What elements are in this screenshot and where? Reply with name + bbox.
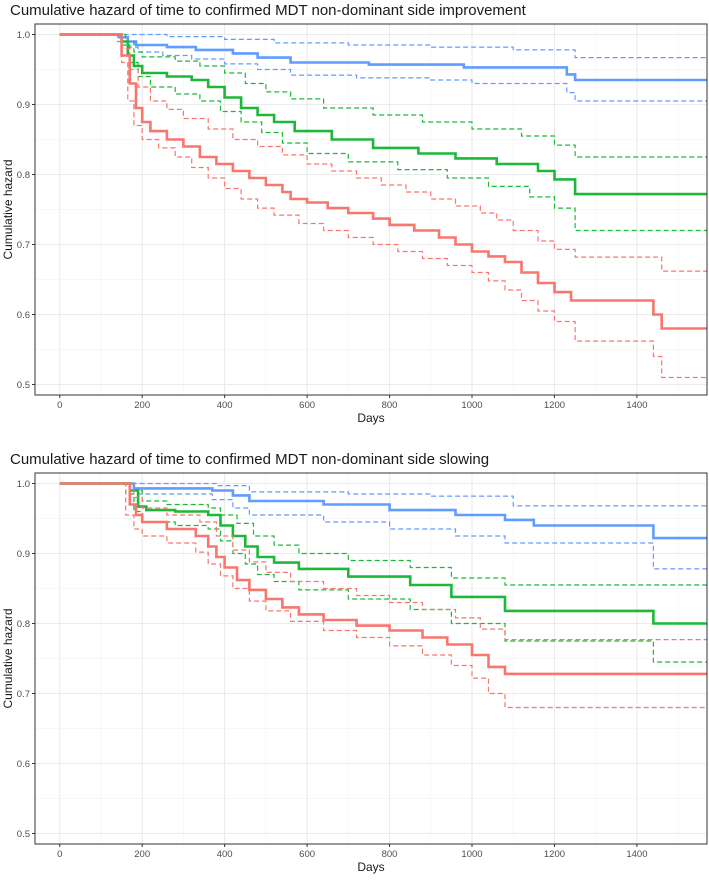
x-tick-label: 1200 [544,400,565,411]
series-line-red-lower [59,482,707,709]
y-tick-label: 0.9 [17,549,30,560]
x-tick-label: 1400 [626,400,647,411]
series-line-blue-lower [59,482,707,570]
series-line-green-lower [59,482,707,663]
x-tick-label: 1400 [626,849,647,860]
x-tick-label: 0 [57,849,62,860]
series-line-green [59,482,707,625]
x-tick-label: 400 [217,400,233,411]
chart-improvement: 0.5 0.6 0.7 0.8 0.9 1.0 0 200 400 600 800 1000 1200 1… [1,23,708,425]
chart-panel-slowing: Cumulative hazard of time to confirmed M… [0,449,709,889]
series-line-red-upper [59,482,707,641]
series-line-green-lower [59,33,707,232]
series-line-red-upper [59,33,707,272]
x-tick-label: 800 [382,400,398,411]
series-line-green [59,33,707,196]
series-line-blue-upper [59,33,707,59]
y-tick-label: 0.5 [17,829,30,840]
series-line-green-upper [59,33,707,158]
y-tick-label: 1.0 [17,479,30,490]
y-axis-label: Cumulative hazard [1,608,15,708]
x-tick-label: 400 [217,849,233,860]
x-axis-label: Days [357,860,384,874]
series-line-blue [59,482,707,540]
y-tick-label: 0.6 [17,310,30,321]
series-line-blue-upper [59,482,707,507]
x-tick-label: 600 [299,849,315,860]
chart-title-slowing: Cumulative hazard of time to confirmed M… [10,451,490,468]
y-axis-label: Cumulative hazard [1,159,15,259]
x-tick-label: 1200 [544,849,565,860]
y-tick-label: 0.7 [17,240,30,251]
series-line-red [59,482,707,676]
series-line-red [59,33,707,330]
chart-title-improvement: Cumulative hazard of time to confirmed M… [10,2,526,19]
plot-frame [34,472,708,845]
y-tick-label: 0.9 [17,100,30,111]
x-tick-label: 200 [134,400,150,411]
x-axis-label: Days [357,411,384,425]
x-tick-label: 600 [299,400,315,411]
y-tick-label: 0.5 [17,380,30,391]
y-tick-label: 0.7 [17,689,30,700]
y-tick-label: 0.8 [17,619,30,630]
x-tick-label: 1000 [461,849,482,860]
x-tick-label: 1000 [461,400,482,411]
y-tick-label: 1.0 [17,30,30,41]
x-tick-label: 800 [382,849,398,860]
series-line-red-lower [59,33,707,379]
chart-panel-improvement: Cumulative hazard of time to confirmed M… [0,0,709,440]
chart-slowing: 0.5 0.6 0.7 0.8 0.9 1.0 0 200 400 600 800 1000 1200 1… [1,472,708,874]
y-tick-label: 0.8 [17,170,30,181]
x-tick-label: 200 [134,849,150,860]
y-tick-label: 0.6 [17,759,30,770]
plot-frame [34,23,708,396]
x-tick-label: 0 [57,400,62,411]
series-line-blue [59,33,707,82]
